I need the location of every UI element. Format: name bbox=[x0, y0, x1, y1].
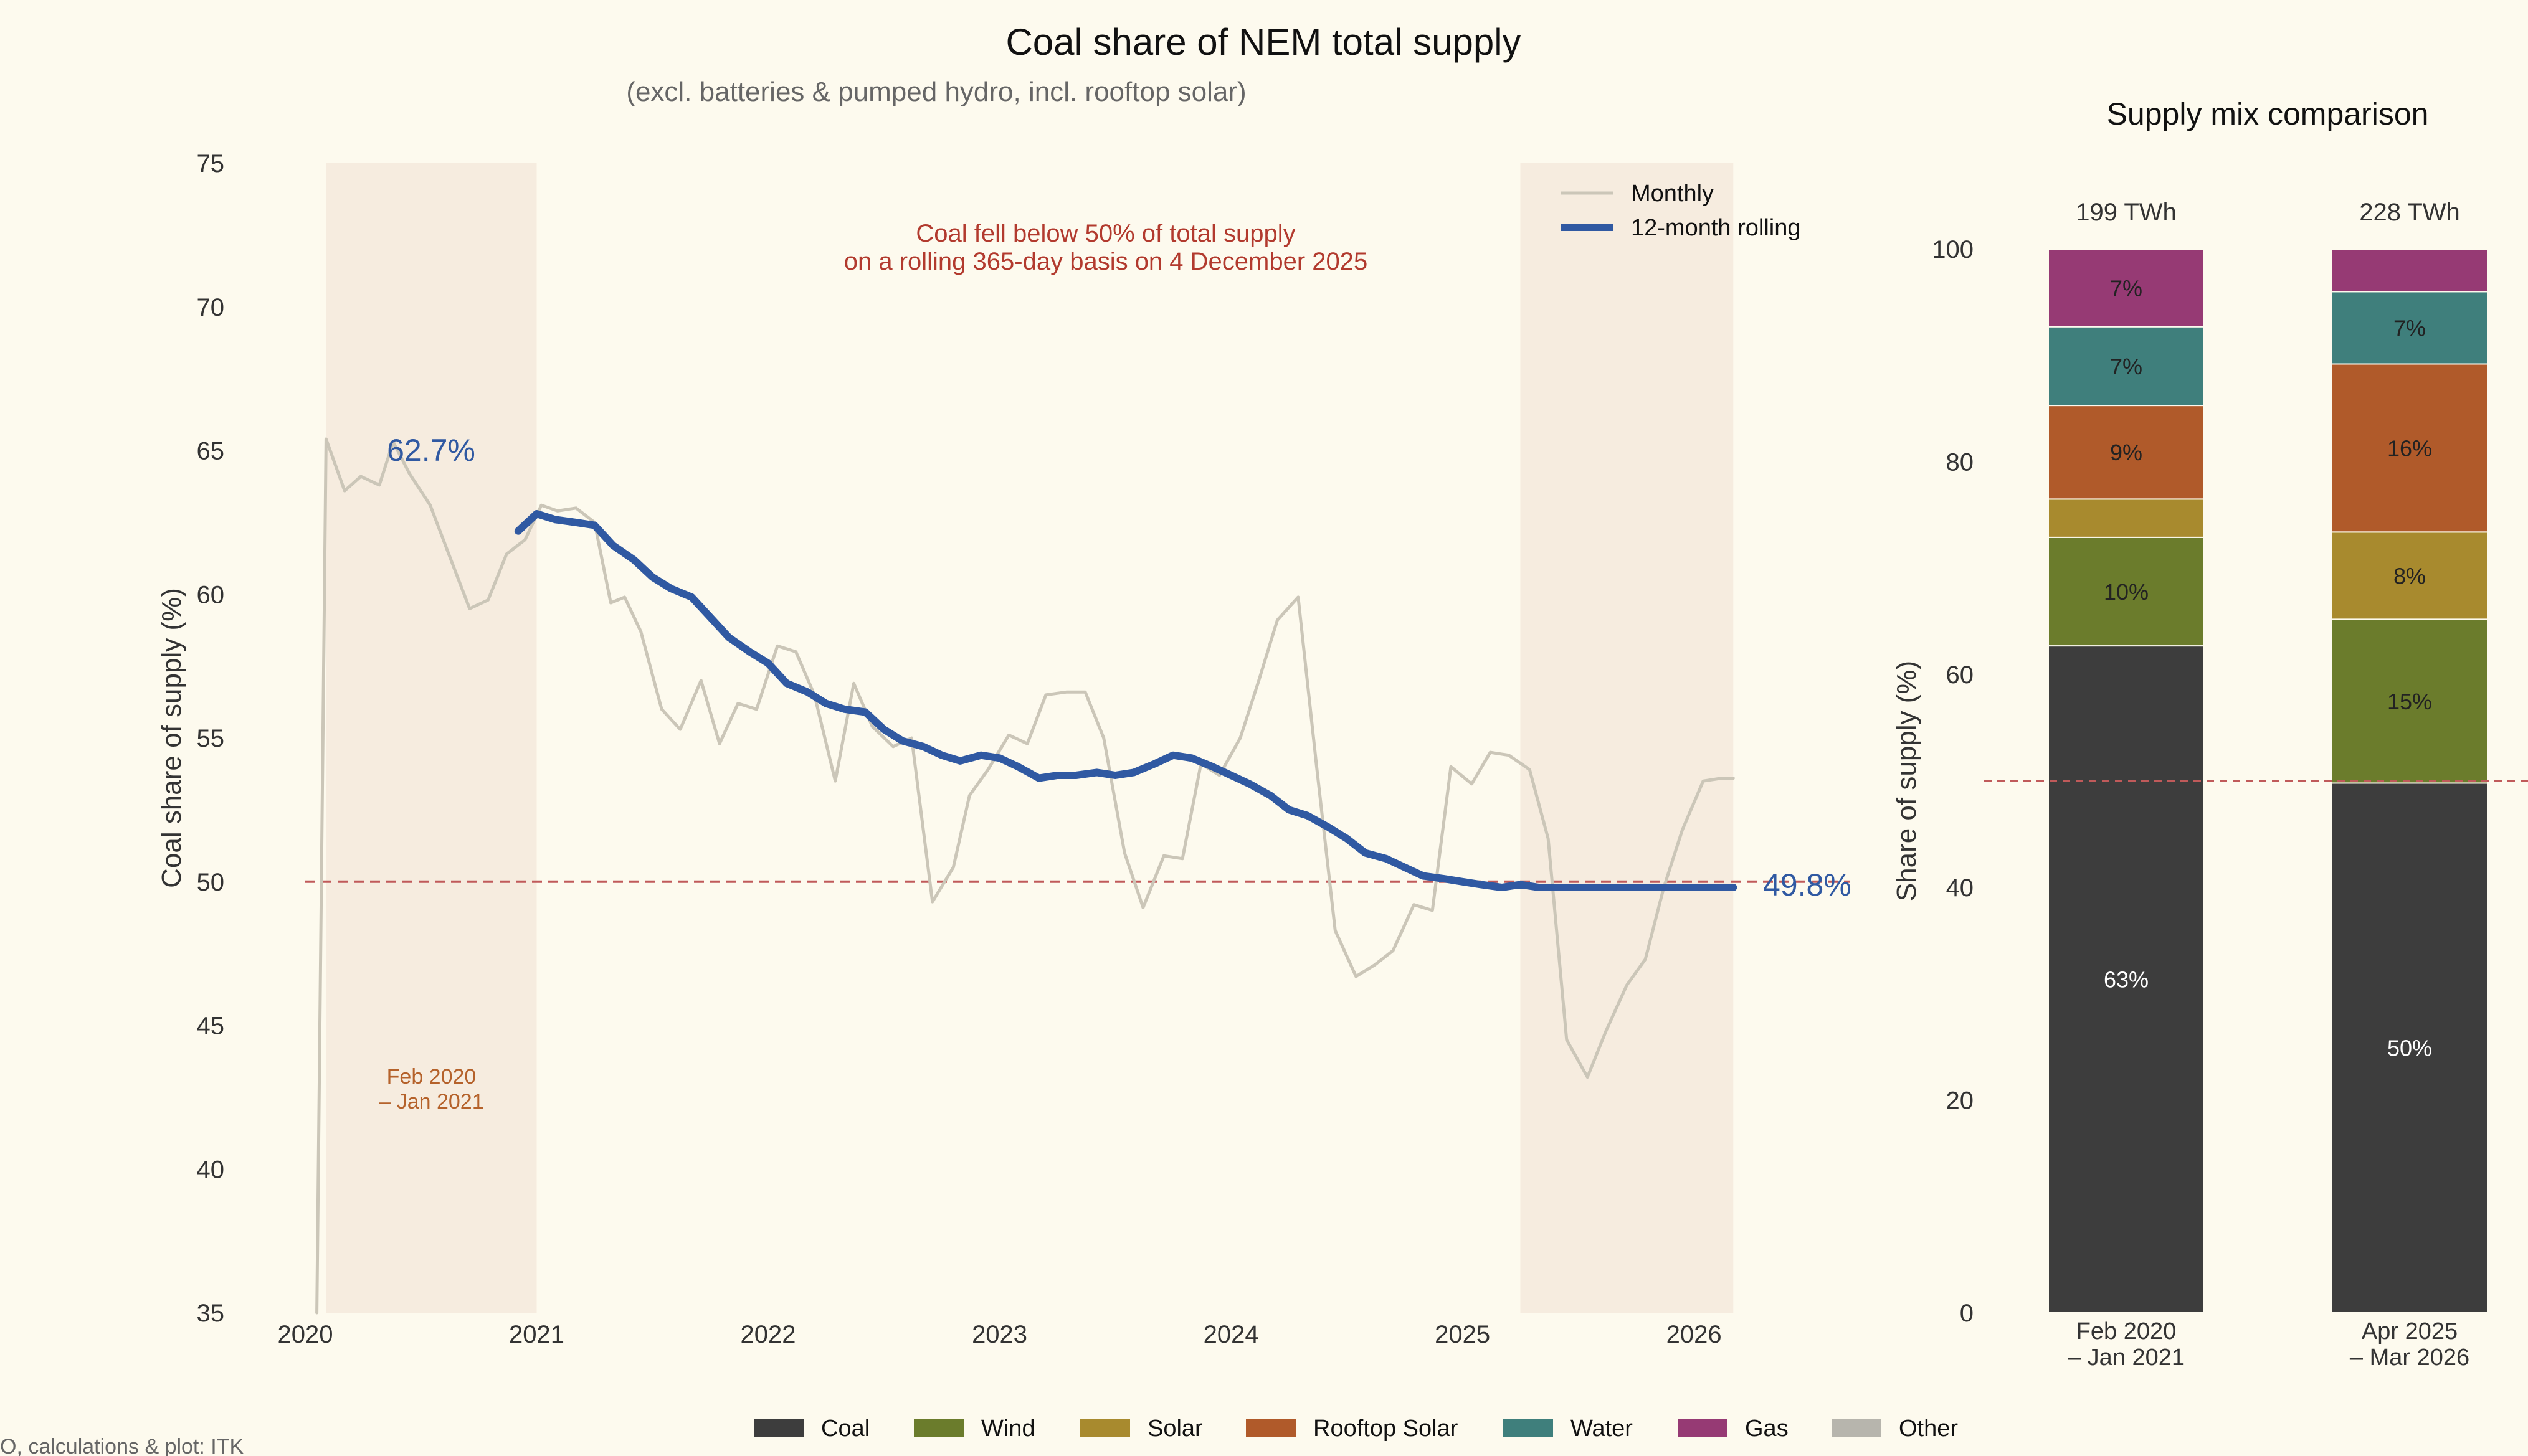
annotation-text: Coal fell below 50% of total supply bbox=[916, 220, 1295, 247]
y-tick-label: 70 bbox=[197, 294, 225, 321]
y-tick-label: 60 bbox=[197, 581, 225, 608]
y-tick-label: 35 bbox=[197, 1300, 225, 1327]
y-tick-label: 45 bbox=[197, 1013, 225, 1040]
legend-label-monthly: Monthly bbox=[1631, 181, 1714, 207]
bar-segment-solar bbox=[2331, 531, 2488, 620]
bar-total-label: 199 TWh bbox=[2076, 199, 2177, 226]
bar-y-tick-label: 60 bbox=[1946, 661, 1974, 689]
bar-category-label: – Jan 2021 bbox=[2068, 1345, 2185, 1371]
rolling-series-line bbox=[514, 510, 1737, 891]
legend-label-wind: Wind bbox=[981, 1416, 1035, 1442]
bar-segment-wind bbox=[2048, 536, 2205, 647]
coal-share-line-chart: Feb 2020– Jan 2021 35 40 45 50 55 60 65 70 75 2020… bbox=[156, 150, 1851, 1348]
bar-y-axis-label: Share of supply (%) bbox=[1891, 661, 1922, 901]
x-tick-label: 2025 bbox=[1435, 1321, 1490, 1348]
start-value-label: 62.7% bbox=[387, 433, 475, 468]
legend-label-coal: Coal bbox=[821, 1416, 870, 1442]
bar-y-tick-label: 80 bbox=[1946, 449, 1974, 476]
legend-swatch-gas bbox=[1678, 1419, 1727, 1437]
y-tick-label: 50 bbox=[197, 869, 225, 896]
bar-segment-wind bbox=[2331, 618, 2488, 784]
window-label: Feb 2020 bbox=[387, 1065, 477, 1089]
fuel-legend: Coal Wind Solar Rooftop Solar Water Gas Other bbox=[754, 1416, 1958, 1442]
legend-swatch-coal bbox=[754, 1419, 804, 1437]
legend-label-other: Other bbox=[1899, 1416, 1958, 1442]
bar-segment-coal bbox=[2331, 782, 2488, 1313]
legend-swatch-rooftop-solar bbox=[1246, 1419, 1296, 1437]
bar-segment-label: 16% bbox=[2387, 435, 2432, 461]
bar-y-tick-label: 100 bbox=[1932, 236, 1974, 263]
legend-label-gas: Gas bbox=[1745, 1416, 1789, 1442]
x-tick-label: 2024 bbox=[1204, 1321, 1259, 1348]
bar-y-tick-label: 40 bbox=[1946, 874, 1974, 902]
bar-segment-solar bbox=[2048, 498, 2205, 538]
bar-category-label: Apr 2025 bbox=[2362, 1318, 2458, 1345]
bar-segment-label: 9% bbox=[2110, 440, 2142, 465]
legend-swatch-other bbox=[1832, 1419, 1881, 1437]
y-tick-label: 55 bbox=[197, 725, 225, 752]
bar-segment-label: 10% bbox=[2104, 579, 2149, 605]
bar-total-label: 228 TWh bbox=[2359, 199, 2460, 226]
bar-segment-label: 7% bbox=[2393, 315, 2426, 341]
bar-segment-gas bbox=[2048, 248, 2205, 328]
x-tick-label: 2022 bbox=[741, 1321, 796, 1348]
legend-swatch-water bbox=[1503, 1419, 1553, 1437]
bar-segment-label: 50% bbox=[2387, 1036, 2432, 1061]
end-value-label: 49.8% bbox=[1763, 867, 1851, 902]
highlight-window-1 bbox=[326, 163, 537, 1313]
bar-category-label: Feb 2020 bbox=[2076, 1318, 2177, 1345]
bar-segment-gas bbox=[2331, 248, 2488, 293]
legend-label-solar: Solar bbox=[1148, 1416, 1203, 1442]
legend-label-water: Water bbox=[1570, 1416, 1633, 1442]
y-tick-label: 40 bbox=[197, 1156, 225, 1183]
bar-segment-label: 7% bbox=[2110, 354, 2142, 379]
highlight-window-2 bbox=[1520, 163, 1734, 1313]
bar-segment-label: 8% bbox=[2393, 563, 2426, 589]
bar-y-tick-label: 20 bbox=[1946, 1087, 1974, 1114]
credit-text: O, calculations & plot: ITK bbox=[0, 1435, 244, 1456]
bar-segment-water bbox=[2331, 291, 2488, 365]
x-tick-label: 2020 bbox=[278, 1321, 333, 1348]
bar-segment-label: 15% bbox=[2387, 689, 2432, 714]
bar-segment-rooftop-solar bbox=[2331, 363, 2488, 533]
bar-segment-label: 63% bbox=[2104, 967, 2149, 993]
x-tick-label: 2021 bbox=[509, 1321, 564, 1348]
x-tick-label: 2026 bbox=[1666, 1321, 1722, 1348]
legend-swatch-solar bbox=[1080, 1419, 1130, 1437]
chart-title: Coal share of NEM total supply bbox=[1005, 21, 1521, 63]
legend-label-rooftop-solar: Rooftop Solar bbox=[1313, 1416, 1458, 1442]
y-tick-label: 75 bbox=[197, 150, 225, 177]
annotation-text: on a rolling 365-day basis on 4 December… bbox=[844, 248, 1368, 275]
y-tick-label: 65 bbox=[197, 438, 225, 465]
supply-mix-bar-chart: Supply mix comparison Share of supply (%)… bbox=[1891, 97, 2528, 1371]
bar-segment-coal bbox=[2048, 645, 2205, 1313]
bar-chart-title: Supply mix comparison bbox=[2107, 97, 2429, 131]
bar-segment-label: 7% bbox=[2110, 275, 2142, 301]
legend-swatch-wind bbox=[914, 1419, 964, 1437]
y-axis-label: Coal share of supply (%) bbox=[156, 588, 187, 888]
legend-label-rolling: 12-month rolling bbox=[1631, 215, 1800, 241]
bar-category-label: – Mar 2026 bbox=[2350, 1345, 2469, 1371]
bar-y-tick-label: 0 bbox=[1960, 1300, 1974, 1327]
chart-subtitle: (excl. batteries & pumped hydro, incl. r… bbox=[626, 77, 1246, 107]
bar-segment-water bbox=[2048, 326, 2205, 407]
x-tick-label: 2023 bbox=[972, 1321, 1027, 1348]
window-label: – Jan 2021 bbox=[379, 1090, 483, 1113]
